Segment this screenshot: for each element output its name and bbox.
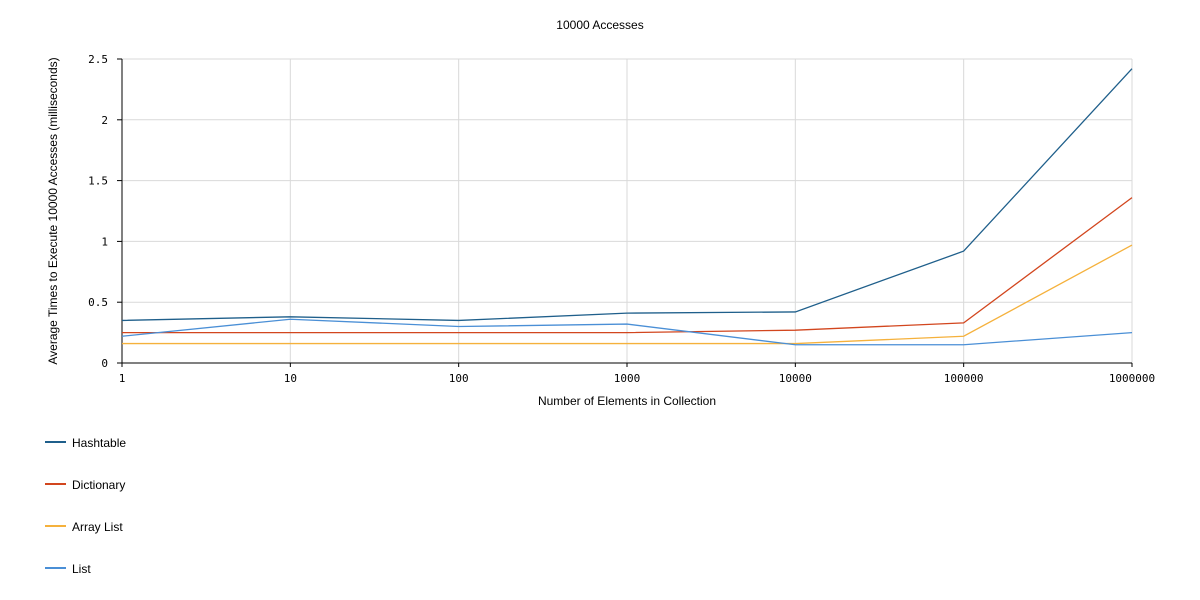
y-axis-ticks: 0 0.5 1 1.5 2 2.5 — [88, 53, 122, 370]
series-lines — [121, 68, 1133, 346]
x-tick-label: 1000 — [614, 372, 641, 385]
x-tick-label: 1 — [119, 372, 126, 385]
y-tick-label: 1 — [101, 235, 108, 248]
x-tick-label: 1000000 — [1109, 372, 1155, 385]
y-tick-label: 0 — [101, 357, 108, 370]
legend: Hashtable Dictionary Array List List — [45, 436, 126, 576]
x-axis-ticks: 1 10 100 1000 10000 100000 1000000 — [119, 363, 1155, 385]
y-tick-label: 1.5 — [88, 175, 108, 188]
legend-label-list: List — [72, 562, 91, 576]
series-line-dictionary — [122, 197, 1133, 334]
x-tick-label: 10 — [284, 372, 297, 385]
y-axis-title: Average Times to Execute 10000 Accesses … — [46, 57, 60, 364]
legend-label-hashtable: Hashtable — [72, 436, 126, 450]
y-tick-label: 2 — [101, 114, 108, 127]
y-tick-label: 2.5 — [88, 53, 108, 66]
x-tick-label: 10000 — [779, 372, 812, 385]
x-tick-label: 100000 — [944, 372, 984, 385]
grid — [122, 58, 1133, 363]
series-line-hashtable — [121, 68, 1133, 322]
chart-title: 10000 Accesses — [556, 18, 643, 32]
x-tick-label: 100 — [449, 372, 469, 385]
legend-label-dictionary: Dictionary — [72, 478, 125, 492]
legend-label-array-list: Array List — [72, 520, 123, 534]
series-line-list — [121, 318, 1133, 346]
series-line-array-list — [122, 244, 1133, 345]
y-tick-label: 0.5 — [88, 296, 108, 309]
x-axis-title: Number of Elements in Collection — [538, 394, 716, 408]
